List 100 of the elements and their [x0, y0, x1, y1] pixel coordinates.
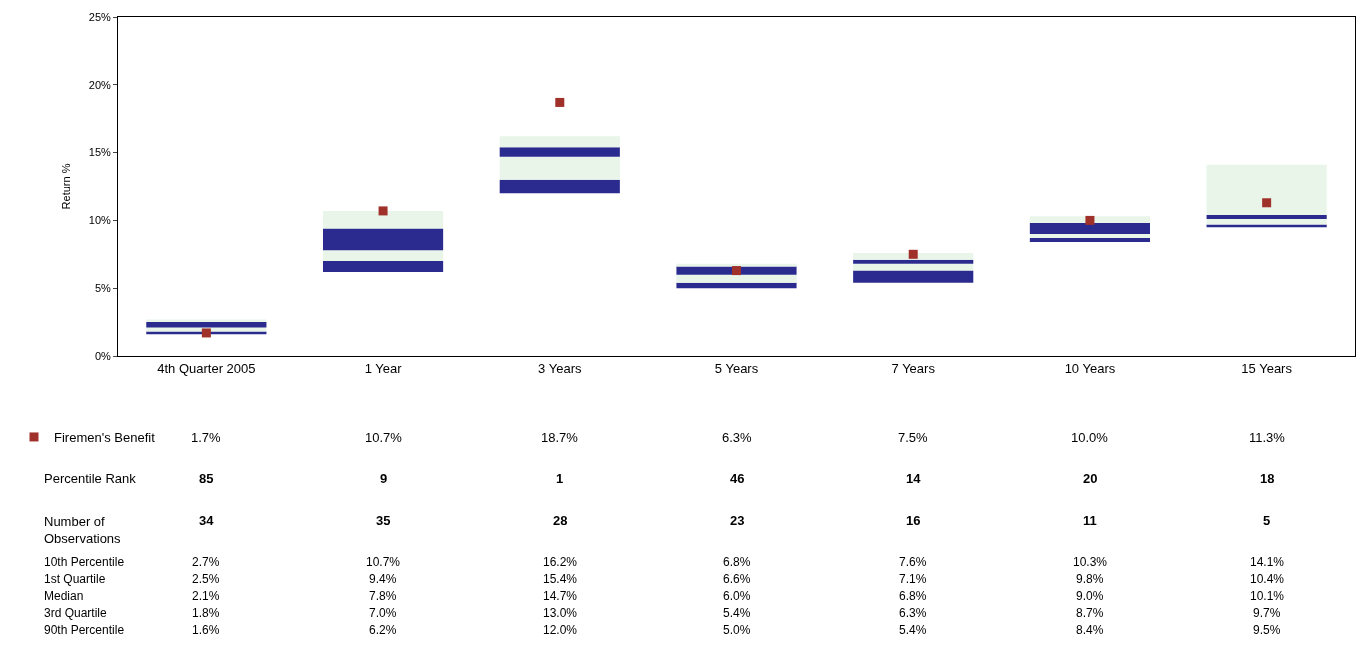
y-tick-label: 20% [88, 78, 111, 91]
bar [676, 282, 797, 289]
bar [1029, 238, 1151, 243]
text: 2.7% [192, 555, 220, 569]
bar [499, 179, 620, 194]
text: 34 [199, 513, 214, 528]
bar [322, 261, 444, 272]
category-label: 3rd Quartile [44, 606, 107, 620]
text: 1 [556, 471, 564, 486]
x-tick-label: 15 Years [1241, 360, 1293, 376]
text: 7.1% [899, 572, 927, 586]
point [908, 249, 918, 259]
bar [1029, 233, 1151, 239]
bar [853, 252, 974, 260]
bar [676, 263, 797, 267]
point [378, 206, 388, 216]
text: 85 [199, 471, 214, 486]
text: 6.3% [722, 430, 752, 445]
bar [499, 156, 620, 180]
bar [499, 136, 620, 148]
text: 46 [730, 471, 745, 486]
bar [1029, 223, 1151, 234]
text: 12.0% [543, 623, 578, 637]
text: 10.4% [1250, 572, 1285, 586]
text: 6.2% [369, 623, 397, 637]
point [1085, 215, 1095, 225]
bar [1206, 224, 1327, 228]
bar [853, 263, 974, 271]
bar [676, 274, 797, 283]
point [1262, 198, 1272, 208]
y-axis-title: Return % [60, 163, 73, 210]
text: 9.4% [369, 572, 397, 586]
category-label: Number of Observations [44, 514, 121, 546]
text: 10.0% [1071, 430, 1108, 445]
text: 9.7% [1253, 606, 1281, 620]
bar [853, 270, 974, 283]
text: 18 [1260, 471, 1275, 486]
text: 7.8% [369, 589, 397, 603]
text: 28 [553, 513, 568, 528]
text: 9 [380, 471, 388, 486]
text: 7.5% [898, 430, 928, 445]
bar [1206, 164, 1327, 215]
bar [322, 228, 444, 251]
text: 5 [1263, 513, 1271, 528]
x-tick-label: 4th Quarter 2005 [157, 360, 256, 376]
text: 18.7% [541, 430, 578, 445]
bar [499, 147, 620, 157]
x-tick-label: 7 Years [891, 360, 936, 376]
text: 9.8% [1076, 572, 1104, 586]
text: 1.7% [191, 430, 221, 445]
text: 20 [1083, 471, 1098, 486]
category-label: Percentile Rank [44, 471, 136, 486]
text: 11.3% [1249, 430, 1285, 445]
text: 1.6% [192, 623, 220, 637]
text: 10.7% [365, 430, 402, 445]
category-label: 1st Quartile [44, 572, 106, 586]
y-tick-label: 15% [88, 146, 111, 159]
text: 7.6% [899, 555, 927, 569]
text: 9.5% [1253, 623, 1281, 637]
point [732, 266, 741, 276]
text: 23 [730, 513, 745, 528]
bar [146, 319, 267, 323]
text: 14.1% [1250, 555, 1285, 569]
x-tick-label: 5 Years [714, 360, 759, 376]
category-label: 10th Percentile [44, 555, 125, 569]
text: 13.0% [543, 606, 578, 620]
bar [322, 250, 444, 262]
text: 11 [1083, 513, 1097, 528]
text: 6.6% [723, 572, 751, 586]
text: 5.4% [899, 623, 927, 637]
text: 5.0% [723, 623, 751, 637]
bar [322, 210, 444, 229]
bar [146, 322, 267, 328]
x-tick-label: 1 Year [364, 360, 403, 376]
text: 14 [906, 471, 921, 486]
x-tick-label: 10 Years [1064, 360, 1116, 376]
text: 5.4% [723, 606, 751, 620]
y-tick-label: 5% [94, 282, 112, 295]
text: 2.1% [192, 589, 220, 603]
text: 16 [906, 513, 921, 528]
text: 10.7% [366, 555, 401, 569]
bar [146, 327, 267, 332]
text: 35 [376, 513, 391, 528]
bar [853, 259, 974, 264]
y-tick-label: 0% [94, 349, 112, 362]
text: 15.4% [543, 572, 578, 586]
text: 9.0% [1076, 589, 1104, 603]
text: 10.1% [1250, 589, 1285, 603]
text: 6.8% [723, 555, 751, 569]
text: 2.5% [192, 572, 220, 586]
text: 7.0% [369, 606, 397, 620]
text: 6.3% [899, 606, 927, 620]
x-tick-label: 3 Years [538, 360, 582, 376]
text: 16.2% [543, 555, 578, 569]
text: 1.8% [192, 606, 220, 620]
legend-label: Firemen's Benefit [54, 430, 156, 446]
bar [1206, 219, 1327, 225]
text: 8.4% [1076, 623, 1104, 637]
y-tick-label: 25% [88, 10, 111, 23]
text: 8.7% [1076, 606, 1104, 620]
